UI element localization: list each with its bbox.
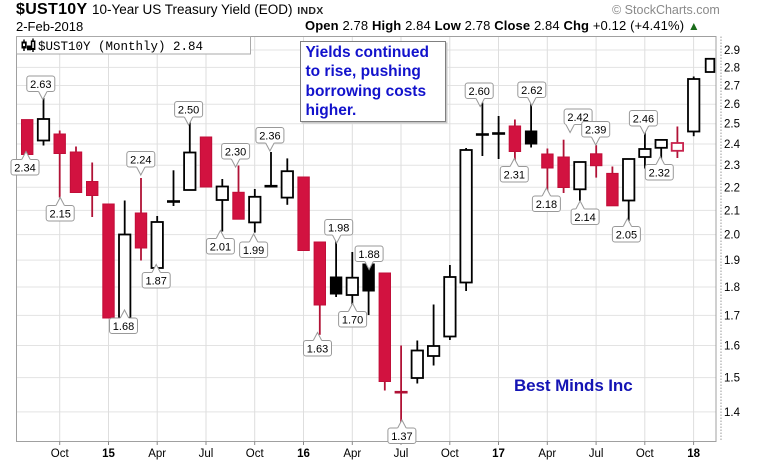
svg-text:2.36: 2.36: [259, 130, 280, 142]
svg-text:Apr: Apr: [538, 448, 556, 460]
svg-text:2.0: 2.0: [724, 230, 740, 242]
svg-text:Oct: Oct: [636, 448, 655, 460]
svg-text:2.18: 2.18: [536, 199, 557, 211]
svg-text:15: 15: [102, 448, 115, 460]
svg-text:1.87: 1.87: [145, 275, 166, 287]
svg-text:1.37: 1.37: [391, 431, 412, 443]
svg-text:1.8: 1.8: [724, 282, 740, 294]
svg-text:2.05: 2.05: [616, 229, 637, 241]
svg-text:2.39: 2.39: [585, 124, 606, 136]
svg-text:2.42: 2.42: [567, 112, 588, 124]
svg-text:18: 18: [687, 448, 700, 460]
svg-text:2.9: 2.9: [724, 45, 740, 57]
svg-text:1.98: 1.98: [328, 222, 349, 234]
svg-text:1.5: 1.5: [724, 373, 740, 385]
svg-text:2.46: 2.46: [633, 113, 654, 125]
svg-text:2.14: 2.14: [574, 212, 595, 224]
svg-text:Apr: Apr: [148, 448, 166, 460]
svg-text:2.63: 2.63: [30, 79, 51, 91]
svg-text:2.34: 2.34: [14, 162, 35, 174]
svg-text:Jul: Jul: [199, 448, 214, 460]
svg-text:2.24: 2.24: [130, 154, 151, 166]
svg-text:Oct: Oct: [246, 448, 265, 460]
svg-text:2.3: 2.3: [724, 160, 740, 172]
svg-text:2.31: 2.31: [504, 169, 525, 181]
svg-text:2.60: 2.60: [468, 86, 489, 98]
svg-text:2.50: 2.50: [178, 104, 199, 116]
svg-text:1.6: 1.6: [724, 341, 740, 353]
svg-text:2.15: 2.15: [49, 208, 70, 220]
svg-text:2.30: 2.30: [225, 146, 246, 158]
svg-text:1.4: 1.4: [724, 407, 741, 419]
svg-text:Oct: Oct: [441, 448, 460, 460]
svg-text:2.4: 2.4: [724, 139, 741, 151]
svg-text:2.7: 2.7: [724, 81, 740, 93]
svg-text:16: 16: [297, 448, 310, 460]
svg-text:2.1: 2.1: [724, 205, 740, 217]
svg-text:2.2: 2.2: [724, 182, 740, 194]
svg-text:1.68: 1.68: [113, 321, 134, 333]
svg-text:2.32: 2.32: [649, 167, 670, 179]
svg-text:$UST10Y (Monthly) 2.84: $UST10Y (Monthly) 2.84: [38, 40, 203, 54]
svg-text:Oct: Oct: [51, 448, 70, 460]
svg-text:1.9: 1.9: [724, 255, 740, 267]
svg-text:2.5: 2.5: [724, 119, 740, 131]
svg-text:Apr: Apr: [343, 448, 361, 460]
svg-text:1.88: 1.88: [358, 249, 379, 261]
svg-text:1.99: 1.99: [243, 245, 264, 257]
svg-text:1.70: 1.70: [342, 314, 363, 326]
svg-text:2.8: 2.8: [724, 62, 740, 74]
svg-text:1.63: 1.63: [307, 343, 328, 355]
svg-text:1.7: 1.7: [724, 310, 740, 322]
svg-text:Jul: Jul: [394, 448, 409, 460]
svg-text:2.01: 2.01: [210, 241, 231, 253]
svg-text:17: 17: [492, 448, 505, 460]
svg-text:2.62: 2.62: [521, 85, 542, 97]
svg-text:Jul: Jul: [589, 448, 604, 460]
svg-text:2.6: 2.6: [724, 99, 740, 111]
